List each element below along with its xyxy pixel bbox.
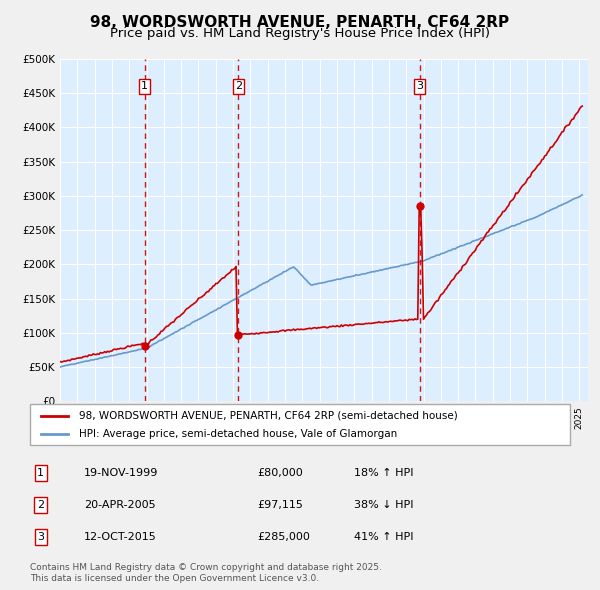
Text: Price paid vs. HM Land Registry's House Price Index (HPI): Price paid vs. HM Land Registry's House … (110, 27, 490, 40)
Text: Contains HM Land Registry data © Crown copyright and database right 2025.
This d: Contains HM Land Registry data © Crown c… (30, 563, 382, 583)
Text: £80,000: £80,000 (257, 468, 302, 478)
Text: 41% ↑ HPI: 41% ↑ HPI (354, 532, 413, 542)
Text: £285,000: £285,000 (257, 532, 310, 542)
Text: 18% ↑ HPI: 18% ↑ HPI (354, 468, 413, 478)
Text: 1: 1 (141, 81, 148, 91)
Text: 12-OCT-2015: 12-OCT-2015 (84, 532, 157, 542)
Text: 3: 3 (416, 81, 423, 91)
Text: 20-APR-2005: 20-APR-2005 (84, 500, 155, 510)
Text: 19-NOV-1999: 19-NOV-1999 (84, 468, 158, 478)
Text: £97,115: £97,115 (257, 500, 302, 510)
FancyBboxPatch shape (30, 404, 570, 445)
Text: 98, WORDSWORTH AVENUE, PENARTH, CF64 2RP (semi-detached house): 98, WORDSWORTH AVENUE, PENARTH, CF64 2RP… (79, 411, 457, 421)
Text: 1: 1 (37, 468, 44, 478)
Text: 38% ↓ HPI: 38% ↓ HPI (354, 500, 413, 510)
Text: 3: 3 (37, 532, 44, 542)
Text: 2: 2 (235, 81, 242, 91)
Text: 2: 2 (37, 500, 44, 510)
Text: 98, WORDSWORTH AVENUE, PENARTH, CF64 2RP: 98, WORDSWORTH AVENUE, PENARTH, CF64 2RP (91, 15, 509, 30)
Text: HPI: Average price, semi-detached house, Vale of Glamorgan: HPI: Average price, semi-detached house,… (79, 429, 397, 439)
